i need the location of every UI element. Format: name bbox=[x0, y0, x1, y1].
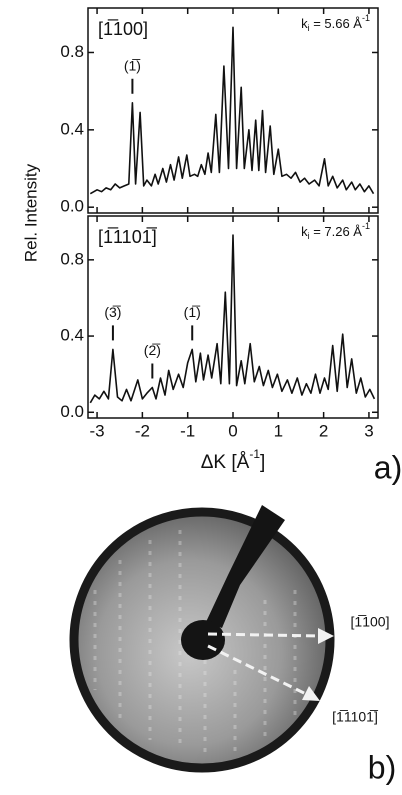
y-tick-label: 0.0 bbox=[60, 197, 84, 216]
x-tick-label: 0 bbox=[228, 421, 237, 440]
x-tick-label: -1 bbox=[180, 421, 195, 440]
direction-arrows bbox=[207, 632, 321, 696]
x-label-sup: -1 bbox=[249, 447, 260, 461]
x-tick-label: -2 bbox=[135, 421, 150, 440]
x-tick-label: 2 bbox=[319, 421, 328, 440]
y-tick-label: 0.0 bbox=[60, 402, 84, 421]
streaks bbox=[93, 530, 297, 755]
ki-part: k bbox=[301, 224, 308, 239]
x-tick-label: 3 bbox=[364, 421, 373, 440]
ki-part: k bbox=[301, 16, 308, 31]
data-line bbox=[89, 234, 376, 404]
annotation: (3̅) bbox=[104, 304, 121, 320]
plot: 0.00.40.8-3 -2 -1 0 1 2 3[1̅1101̅] ki = 7.26 Å-… bbox=[60, 215, 379, 440]
x-tick-label: 1 bbox=[274, 421, 283, 440]
panel-title: [1̅1101̅] bbox=[98, 227, 158, 247]
y-tick-label: 0.8 bbox=[60, 42, 84, 61]
direction-label: [1̅1101̅] bbox=[332, 709, 379, 725]
y-axis-label: Rel. Intensity bbox=[21, 163, 40, 262]
arrow-head bbox=[302, 686, 320, 701]
ki-label: ki = 5.66 Å-1 bbox=[301, 13, 370, 33]
ki-part: -1 bbox=[362, 221, 370, 231]
plot: 0.0 0.4 0.8 [1̅100] ki = 5.66 Å-1 (1̅) bbox=[60, 7, 379, 216]
x-label-end: ] bbox=[260, 452, 265, 473]
y-tick-label: 0.8 bbox=[60, 249, 84, 268]
ki-part: -1 bbox=[362, 13, 370, 23]
ki-part: = 5.66 Å bbox=[310, 16, 363, 31]
arrow-head bbox=[318, 628, 334, 644]
ki-part: = 7.26 Å bbox=[310, 224, 363, 239]
diffraction-image bbox=[69, 505, 335, 773]
annotation: (1̅) bbox=[184, 304, 201, 320]
beam-stop bbox=[181, 620, 225, 660]
annotation: (2̅) bbox=[144, 342, 161, 358]
ki-part: i bbox=[308, 23, 310, 33]
x-label-main: ΔK [Å bbox=[201, 452, 250, 473]
y-tick-label: 0.4 bbox=[60, 119, 84, 138]
y-tick-label: 0.4 bbox=[60, 326, 84, 345]
holder-arm bbox=[206, 505, 285, 628]
direction-label: [1̅100] bbox=[351, 614, 390, 630]
panel-label: b) bbox=[368, 749, 396, 785]
ki-label: ki = 7.26 Å-1 bbox=[301, 221, 370, 241]
annotation: (1̅) bbox=[124, 57, 141, 73]
panel-label: a) bbox=[374, 449, 402, 485]
panel-title: [1̅100] bbox=[98, 19, 148, 39]
x-tick-label: -3 bbox=[90, 421, 105, 440]
x-axis-label: ΔK [Å-1] bbox=[201, 447, 266, 473]
ki-part: i bbox=[308, 231, 310, 241]
data-line bbox=[89, 26, 375, 195]
